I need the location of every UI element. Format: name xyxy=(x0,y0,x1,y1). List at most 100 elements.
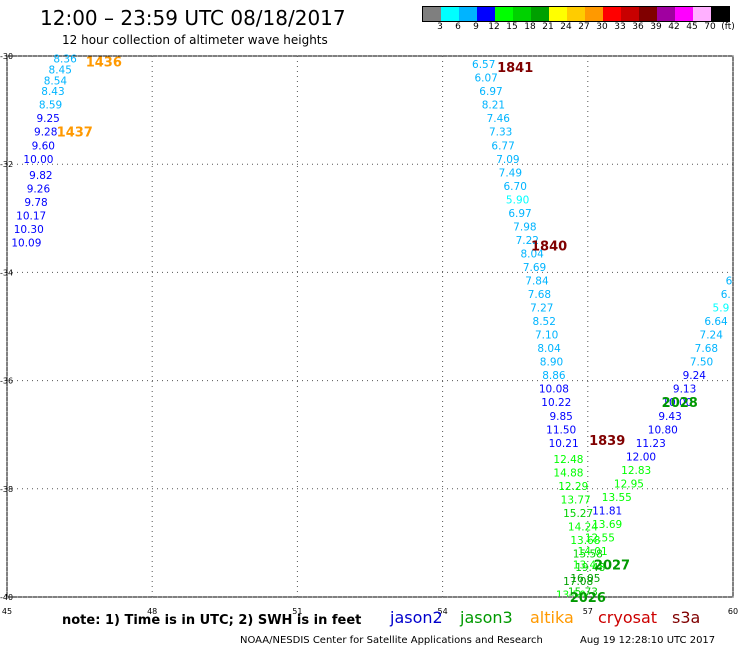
x-tick-label: 48 xyxy=(147,607,157,616)
pass-time-label: 1839 xyxy=(589,434,625,449)
legend-label: 21 xyxy=(542,22,554,32)
satellite-label-altika: altika xyxy=(530,608,574,627)
wave-height-point: 10.17 xyxy=(16,211,46,223)
legend-swatch xyxy=(441,7,459,21)
chart-subtitle: 12 hour collection of altimeter wave hei… xyxy=(62,33,328,47)
wave-height-point: 12.83 xyxy=(621,465,651,477)
legend-label: 42 xyxy=(668,22,680,32)
wave-height-point: 7.24 xyxy=(700,330,724,342)
wave-height-point: 19.48 xyxy=(575,562,605,574)
wave-height-point: 8.52 xyxy=(533,316,556,328)
wave-height-point: 16.05 xyxy=(570,573,600,585)
legend-label: 9 xyxy=(473,22,479,32)
legend-swatch xyxy=(459,7,477,21)
wave-height-point: 9.26 xyxy=(27,184,51,196)
wave-height-point: 10.09 xyxy=(11,238,41,250)
y-tick-label: -32 xyxy=(0,160,13,169)
legend-swatch xyxy=(657,7,675,21)
x-tick-label: 45 xyxy=(2,607,12,616)
y-tick-label: -36 xyxy=(0,377,13,386)
wave-height-point: 12.29 xyxy=(558,481,588,493)
legend-swatch xyxy=(495,7,513,21)
footnote: note: 1) Time is in UTC; 2) SWH is in fe… xyxy=(62,613,362,628)
wave-height-point: 6.57 xyxy=(472,59,495,71)
wave-height-point: 7.84 xyxy=(525,276,549,288)
pass-time-label: 1437 xyxy=(57,126,93,141)
legend-label: 6 xyxy=(455,22,461,32)
wave-height-point: 9.43 xyxy=(658,411,681,423)
legend-label: (ft) xyxy=(721,22,735,32)
x-tick-label: 51 xyxy=(292,607,302,616)
pass-time-label: 1436 xyxy=(86,55,122,70)
legend-label: 39 xyxy=(650,22,662,32)
wave-height-point: 7.33 xyxy=(489,127,512,139)
wave-height-point: 15.27 xyxy=(563,508,593,520)
wave-height-point: 14.88 xyxy=(553,468,583,480)
satellite-label-jason3: jason3 xyxy=(460,608,513,627)
wave-height-point: 8.59 xyxy=(39,100,62,112)
x-tick-label: 60 xyxy=(728,607,738,616)
wave-height-point: 7.46 xyxy=(487,113,511,125)
wave-height-point: 12.95 xyxy=(614,478,644,490)
legend-label: 30 xyxy=(596,22,608,32)
satellite-label-jason2: jason2 xyxy=(390,608,443,627)
wave-height-point: 6. xyxy=(726,276,736,288)
wave-height-point: 12.00 xyxy=(626,451,656,463)
y-tick-label: -38 xyxy=(0,485,13,494)
wave-height-point: 12.48 xyxy=(553,454,583,466)
x-tick-label: 54 xyxy=(438,607,448,616)
legend-label: 24 xyxy=(560,22,572,32)
legend-label: 45 xyxy=(686,22,698,32)
wave-height-point: 7.10 xyxy=(535,330,558,342)
credit-text: NOAA/NESDIS Center for Satellite Applica… xyxy=(240,635,543,646)
pass-time-label: 2026 xyxy=(570,591,606,606)
legend-label: 27 xyxy=(578,22,590,32)
satellite-label-s3a: s3a xyxy=(672,608,701,627)
wave-height-point: 9.25 xyxy=(36,113,59,125)
plot-frame xyxy=(6,55,734,598)
wave-height-point: 8.36 xyxy=(53,54,77,66)
wave-height-point: 10.08 xyxy=(539,384,569,396)
wave-height-point: 5.90 xyxy=(506,194,529,206)
wave-height-point: 10.80 xyxy=(648,424,678,436)
wave-height-point: 8.21 xyxy=(482,100,505,112)
legend-label: 12 xyxy=(488,22,500,32)
wave-height-point: 9.60 xyxy=(32,140,55,152)
wave-height-point: 8.04 xyxy=(520,248,544,260)
wave-height-point: 8.43 xyxy=(41,86,64,98)
legend-label: 36 xyxy=(632,22,644,32)
wave-height-point: 6.97 xyxy=(479,86,502,98)
wave-height-point: 13.77 xyxy=(561,495,591,507)
legend-swatch xyxy=(603,7,621,21)
wave-height-point: 9.13 xyxy=(673,384,696,396)
wave-height-point: 13.69 xyxy=(592,519,622,531)
legend-label: 33 xyxy=(614,22,626,32)
pass-time-label: 1841 xyxy=(497,61,533,76)
x-tick-label: 57 xyxy=(583,607,593,616)
wave-height-point: 14.24 xyxy=(568,522,598,534)
page-title: 12:00 – 23:59 UTC 08/18/2017 xyxy=(40,6,346,30)
color-scale-legend xyxy=(422,6,730,22)
wave-height-point: 7.27 xyxy=(530,303,553,315)
pass-time-label: 1840 xyxy=(531,239,567,254)
wave-height-point: 10.22 xyxy=(541,397,571,409)
y-tick-label: -34 xyxy=(0,268,13,277)
wave-height-point: 11.50 xyxy=(546,424,576,436)
legend-swatch xyxy=(549,7,567,21)
legend-swatch xyxy=(513,7,531,21)
wave-height-point: 8.90 xyxy=(540,357,563,369)
wave-height-point: 6.97 xyxy=(508,208,531,220)
wave-height-point: 10.21 xyxy=(549,438,579,450)
legend-swatch xyxy=(585,7,603,21)
wave-height-point: 13.50 xyxy=(556,589,586,601)
satellite-label-cryosat: cryosat xyxy=(598,608,658,627)
legend-label: 70 xyxy=(704,22,716,32)
wave-height-point: 6.07 xyxy=(474,73,497,85)
wave-height-point: 9.85 xyxy=(549,411,572,423)
wave-height-point: 9.82 xyxy=(29,170,52,182)
wave-height-point: 9.28 xyxy=(34,127,57,139)
pass-time-label: 2028 xyxy=(662,396,698,411)
legend-swatch xyxy=(477,7,495,21)
wave-height-point: 6. xyxy=(721,289,731,301)
